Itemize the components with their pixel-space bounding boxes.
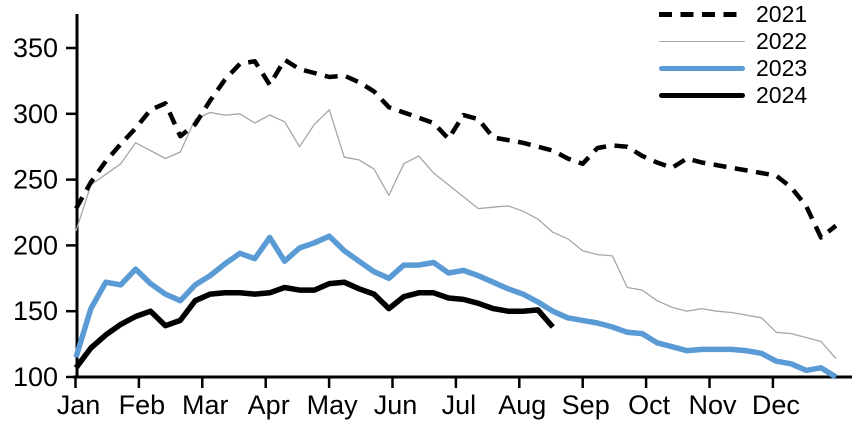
legend-label: 2021 [756, 1, 808, 27]
x-tick-label: Mar [182, 390, 229, 420]
x-tick-label: Nov [688, 390, 737, 420]
series-line-2021 [74, 57, 838, 240]
legend-item-2022: 2022 [659, 28, 807, 55]
legend-item-2024: 2024 [659, 82, 807, 109]
legend-label: 2024 [756, 82, 808, 108]
legend-swatch-thin-gray-line [659, 40, 745, 43]
legend-label: 2023 [756, 55, 808, 81]
x-tick-label: Jun [374, 390, 418, 420]
series-line-2022 [75, 109, 837, 360]
legend-swatch-black-line [659, 92, 745, 99]
x-tick-label: Aug [498, 390, 546, 420]
y-tick-label: 250 [13, 165, 58, 195]
x-tick-label: Sep [562, 390, 610, 420]
y-tick-label: 300 [13, 99, 58, 129]
x-tick-label: Oct [628, 390, 671, 420]
series-line-2023 [73, 233, 838, 380]
x-tick-label: Apr [248, 390, 290, 420]
series-line-2024 [73, 279, 555, 370]
y-tick-label: 200 [13, 230, 58, 260]
x-tick-label: Jan [57, 390, 101, 420]
y-tick-label: 350 [13, 33, 58, 63]
legend-swatch-blue-line [659, 65, 745, 72]
x-tick-label: May [307, 390, 359, 420]
x-tick-label: Jul [442, 390, 477, 420]
legend-item-2023: 2023 [659, 55, 807, 82]
legend-label: 2022 [756, 28, 808, 54]
y-tick-label: 150 [13, 296, 58, 326]
legend: 2021 2022 2023 2024 [659, 1, 807, 109]
x-tick-label: Feb [119, 390, 166, 420]
y-tick-label: 100 [13, 362, 58, 392]
legend-item-2021: 2021 [659, 1, 807, 28]
legend-swatch-dashed-line [659, 12, 745, 17]
x-tick-label: Dec [752, 390, 800, 420]
